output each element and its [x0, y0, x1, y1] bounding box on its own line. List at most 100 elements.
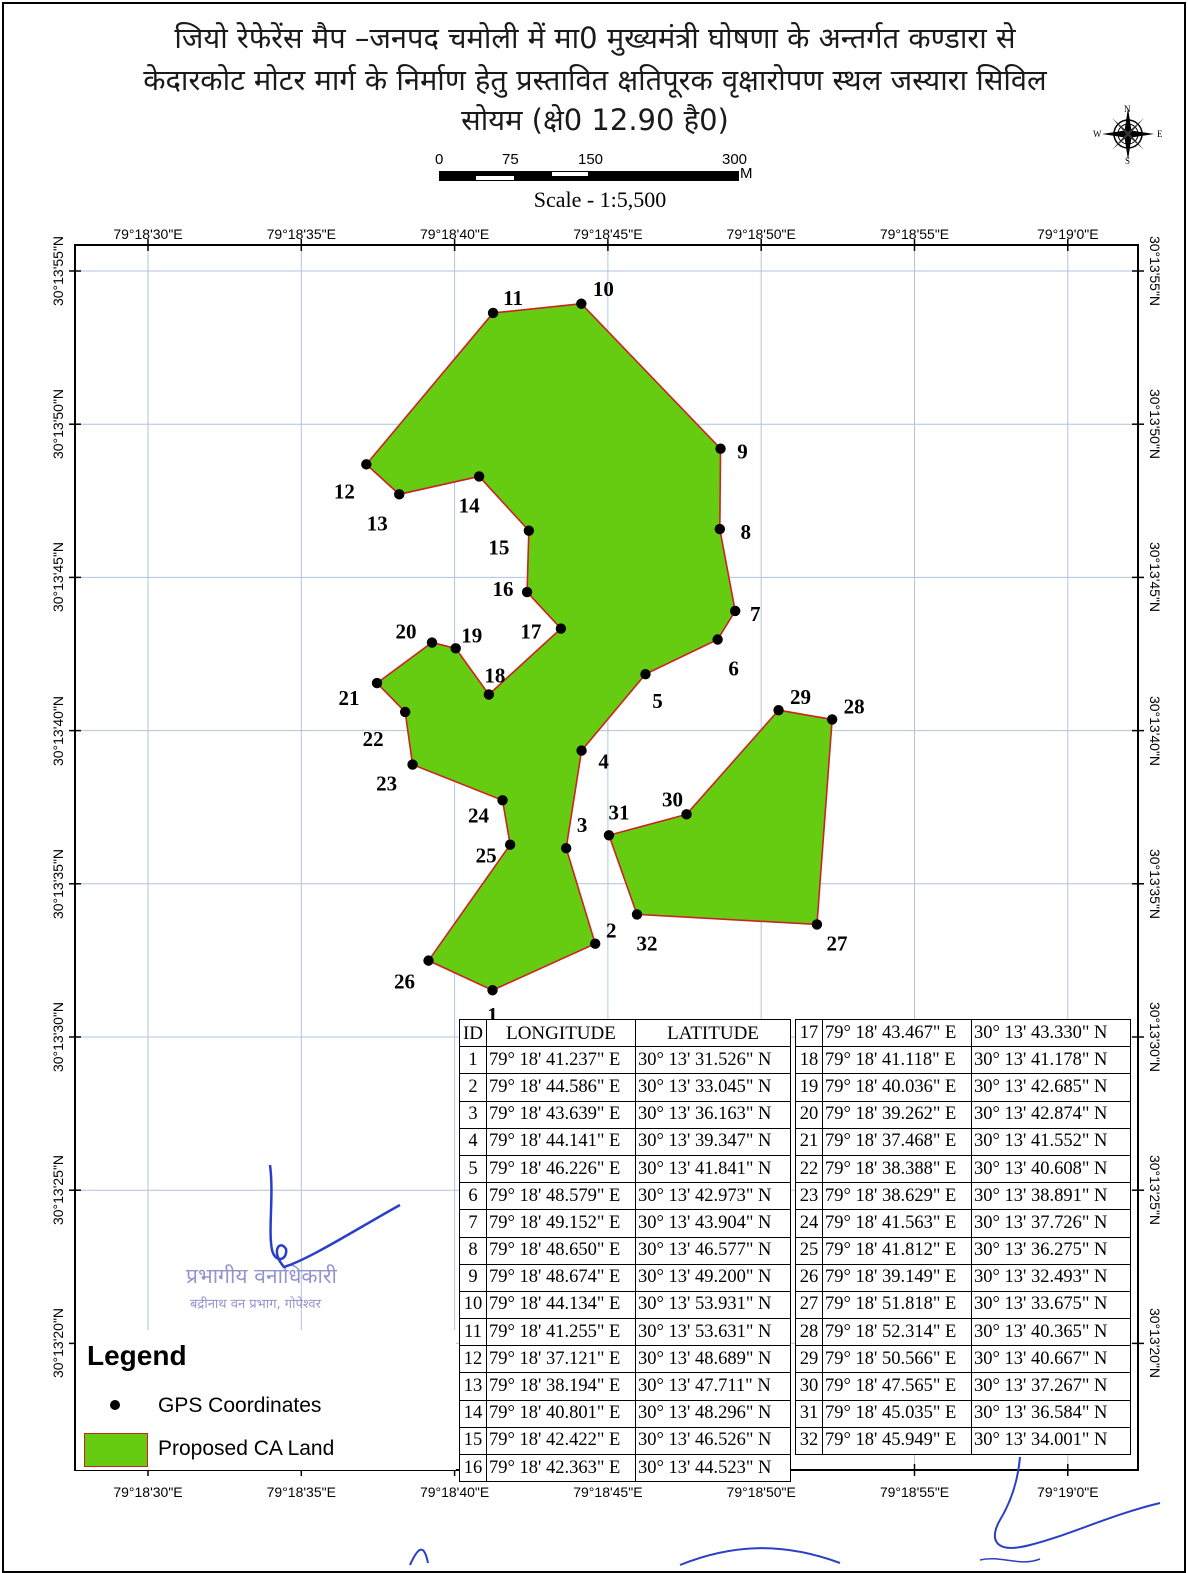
- point-label-24: 24: [468, 803, 490, 827]
- south-label: S: [1125, 156, 1131, 166]
- table-row: 13 79° 18' 38.194" E 30° 13' 47.711" N: [459, 1372, 791, 1401]
- lon-tick-label-bottom: 79°18'40"E: [419, 1484, 490, 1500]
- point-label-2: 2: [606, 919, 617, 943]
- lon-tick-label-bottom: 79°18'35"E: [266, 1484, 336, 1500]
- gps-point-1: [487, 985, 498, 996]
- header-latitude: LATITUDE: [635, 1018, 791, 1048]
- cell-lon: 79° 18' 37.468" E: [822, 1127, 972, 1156]
- table-row: 32 79° 18' 45.949" E 30° 13' 34.001" N: [795, 1426, 1131, 1456]
- cell-lon: 79° 18' 44.141" E: [486, 1127, 636, 1156]
- point-label-11: 11: [503, 286, 523, 310]
- cell-id: 24: [795, 1209, 823, 1238]
- point-label-8: 8: [741, 520, 752, 544]
- cell-id: 3: [459, 1100, 487, 1129]
- table-header-row: ID LONGITUDE LATITUDE: [459, 1018, 791, 1048]
- gps-point-11: [487, 307, 499, 319]
- title-line-2: केदारकोट मोटर मार्ग के निर्माण हेतु प्रस…: [143, 63, 1047, 97]
- gps-point-13: [394, 489, 405, 500]
- cell-id: 27: [795, 1290, 823, 1320]
- gps-point-28: [826, 714, 838, 725]
- lon-tick-label-bottom: 79°18'45"E: [573, 1484, 643, 1500]
- cell-lon: 79° 18' 41.563" E: [822, 1209, 972, 1238]
- cell-lat: 30° 13' 36.163" N: [635, 1100, 791, 1129]
- signature-bottom: [409, 1547, 841, 1566]
- table-row: 5 79° 18' 46.226" E 30° 13' 41.841" N: [459, 1154, 791, 1184]
- cell-lat: 30° 13' 41.178" N: [971, 1046, 1131, 1075]
- legend-ca-swatch: [84, 1433, 148, 1467]
- cell-lon: 79° 18' 38.388" E: [822, 1154, 972, 1184]
- cell-lon: 79° 18' 52.314" E: [822, 1318, 972, 1347]
- table-row: 20 79° 18' 39.262" E 30° 13' 42.874" N: [795, 1100, 1131, 1129]
- scale-label-300: 300: [722, 151, 748, 168]
- cell-id: 9: [459, 1263, 487, 1292]
- cell-lon: 79° 18' 41.118" E: [822, 1046, 972, 1075]
- cell-lat: 30° 13' 36.275" N: [971, 1236, 1131, 1265]
- coordinates-table: ID LONGITUDE LATITUDE 1 79° 18' 41.237" E…: [459, 1018, 791, 1483]
- point-label-3: 3: [577, 813, 588, 837]
- cell-lon: 79° 18' 44.134" E: [486, 1290, 636, 1320]
- point-label-5: 5: [652, 689, 663, 713]
- lon-tick-label-top: 79°18'55"E: [879, 226, 950, 242]
- table-row: 28 79° 18' 52.314" E 30° 13' 40.365" N: [795, 1318, 1131, 1347]
- cell-lat: 30° 13' 33.675" N: [971, 1290, 1131, 1320]
- gps-point-25: [504, 839, 516, 850]
- table-row: 7 79° 18' 49.152" E 30° 13' 43.904" N: [459, 1209, 791, 1238]
- cell-id: 22: [795, 1154, 823, 1184]
- ca-polygons: [365, 302, 833, 992]
- lon-tick-label-top: 79°18'35"E: [266, 226, 336, 242]
- header-id: ID: [459, 1018, 487, 1048]
- point-label-19: 19: [461, 623, 482, 647]
- point-label-25: 25: [476, 844, 497, 868]
- cell-lon: 79° 18' 42.422" E: [486, 1426, 636, 1456]
- gps-points: [361, 298, 838, 996]
- east-label: E: [1157, 129, 1163, 139]
- point-labels: 1234567891011121314151617181920212223242…: [334, 277, 865, 1027]
- table-row: 14 79° 18' 40.801" E 30° 13' 48.296" N: [459, 1399, 791, 1428]
- gps-point-12: [361, 459, 372, 470]
- cell-lon: 79° 18' 48.650" E: [486, 1236, 636, 1265]
- scale-bar: [439, 171, 739, 181]
- cell-id: 20: [795, 1100, 823, 1129]
- point-label-6: 6: [728, 657, 739, 681]
- point-label-16: 16: [493, 577, 514, 601]
- cell-id: 8: [459, 1236, 487, 1265]
- cell-id: 32: [795, 1426, 823, 1456]
- cell-lat: 30° 13' 33.045" N: [635, 1073, 791, 1102]
- table-row: 23 79° 18' 38.629" E 30° 13' 38.891" N: [795, 1182, 1131, 1211]
- north-arrow-icon: [1102, 108, 1154, 160]
- cell-lat: 30° 13' 37.267" N: [971, 1372, 1131, 1401]
- cell-id: 15: [459, 1426, 487, 1456]
- table-row: 8 79° 18' 48.650" E 30° 13' 46.577" N: [459, 1236, 791, 1265]
- scale-unit: M: [740, 165, 753, 182]
- table-row: 29 79° 18' 50.566" E 30° 13' 40.667" N: [795, 1345, 1131, 1374]
- cell-id: 31: [795, 1399, 823, 1428]
- cell-lon: 79° 18' 43.639" E: [486, 1100, 636, 1129]
- point-label-22: 22: [363, 727, 384, 751]
- table-right-body: 17 79° 18' 43.467" E 30° 13' 43.330" N 18 79…: [795, 1018, 1131, 1456]
- point-label-15: 15: [488, 536, 509, 560]
- cell-id: 4: [459, 1127, 487, 1156]
- cell-id: 25: [795, 1236, 823, 1265]
- cell-lat: 30° 13' 41.552" N: [971, 1127, 1131, 1156]
- scale-label-150: 150: [578, 151, 604, 168]
- table-row: 17 79° 18' 43.467" E 30° 13' 43.330" N: [795, 1018, 1131, 1048]
- cell-lat: 30° 13' 37.726" N: [971, 1209, 1131, 1238]
- cell-lon: 79° 18' 39.262" E: [822, 1100, 972, 1129]
- cell-lon: 79° 18' 38.629" E: [822, 1182, 972, 1211]
- table-row: 11 79° 18' 41.255" E 30° 13' 53.631" N: [459, 1318, 791, 1347]
- table-row: 21 79° 18' 37.468" E 30° 13' 41.552" N: [795, 1127, 1131, 1156]
- table-row: 9 79° 18' 48.674" E 30° 13' 49.200" N: [459, 1263, 791, 1292]
- cell-lat: 30° 13' 38.891" N: [971, 1182, 1131, 1211]
- cell-lon: 79° 18' 48.674" E: [486, 1263, 636, 1292]
- cell-lon: 79° 18' 44.586" E: [486, 1073, 636, 1102]
- point-label-26: 26: [394, 970, 415, 994]
- cell-lat: 30° 13' 42.874" N: [971, 1100, 1131, 1129]
- point-label-21: 21: [338, 686, 359, 710]
- cell-lon: 79° 18' 47.565" E: [822, 1372, 972, 1401]
- table-row: 6 79° 18' 48.579" E 30° 13' 42.973" N: [459, 1182, 791, 1211]
- title-line-3: सोयम (क्षे0 12.90 है0): [461, 103, 729, 137]
- table-row: 4 79° 18' 44.141" E 30° 13' 39.347" N: [459, 1127, 791, 1156]
- cell-id: 29: [795, 1345, 823, 1374]
- cell-lon: 79° 18' 41.812" E: [822, 1236, 972, 1265]
